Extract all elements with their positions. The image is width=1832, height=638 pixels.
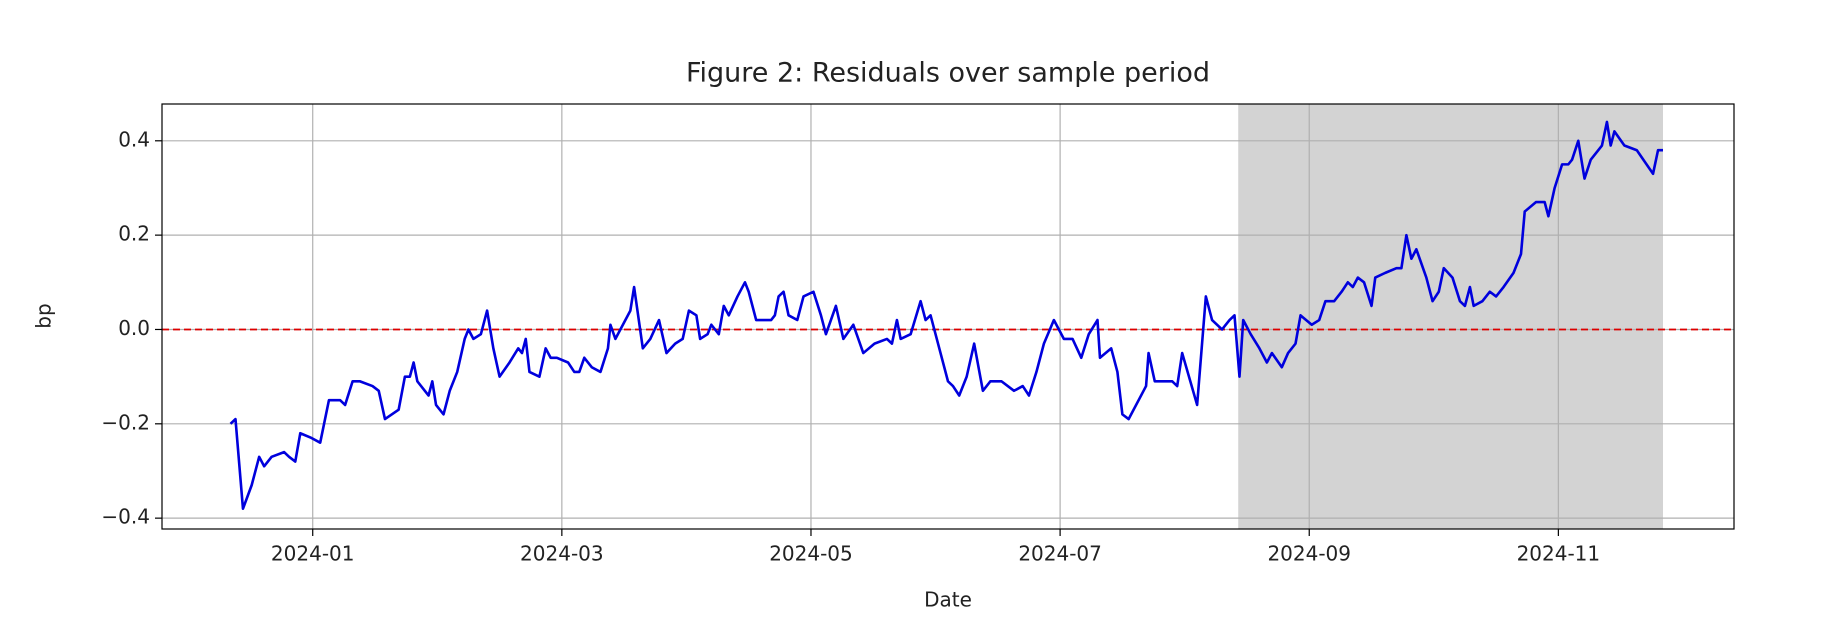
y-tick-label: 0.2	[118, 222, 150, 246]
y-tick-label: −0.4	[101, 505, 150, 529]
x-tick-label: 2024-09	[1267, 542, 1351, 566]
x-tick-label: 2024-03	[520, 542, 604, 566]
x-tick-label: 2024-11	[1517, 542, 1601, 566]
y-tick-label: 0.4	[118, 127, 150, 151]
y-tick-label: 0.0	[118, 316, 150, 340]
x-tick-label: 2024-01	[271, 542, 355, 566]
x-axis-label: Date	[924, 588, 972, 612]
y-axis-label: bp	[32, 303, 56, 328]
y-tick-label: −0.2	[101, 410, 150, 434]
chart-title: Figure 2: Residuals over sample period	[686, 58, 1210, 89]
plot-frame	[161, 103, 1735, 530]
x-tick-label: 2024-05	[769, 542, 853, 566]
x-tick-label: 2024-07	[1018, 542, 1102, 566]
data-line	[229, 120, 1663, 511]
